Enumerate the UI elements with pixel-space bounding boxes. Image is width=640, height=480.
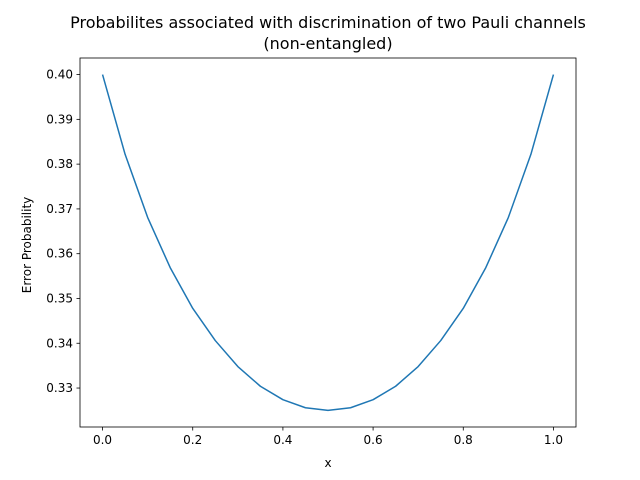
x-tick-label: 1.0	[544, 433, 563, 447]
chart-title: Probabilites associated with discriminat…	[70, 13, 586, 32]
y-tick-label: 0.34	[46, 336, 73, 350]
x-tick-label: 0.8	[454, 433, 473, 447]
x-tick-label: 0.2	[183, 433, 202, 447]
y-tick-label: 0.33	[46, 381, 73, 395]
y-tick-label: 0.40	[46, 68, 73, 82]
axes-frame	[79, 57, 577, 428]
y-axis-label: Error Probability	[20, 197, 34, 294]
x-tick-label: 0.6	[364, 433, 383, 447]
y-tick-label: 0.39	[46, 112, 73, 126]
plot-area: 0.0 0.2 0.4 0.6 0.8 1.0 0.33 0.34 0.35 0.36 0.37 0.…	[46, 57, 577, 447]
y-tick-label: 0.35	[46, 291, 73, 305]
series-line-0	[101, 74, 555, 412]
x-tick-label: 0.0	[93, 433, 112, 447]
y-tick-label: 0.38	[46, 157, 73, 171]
y-tick-label: 0.36	[46, 247, 73, 261]
x-axis-label: x	[324, 456, 331, 470]
y-tick-label: 0.37	[46, 202, 73, 216]
chart-subtitle: (non-entangled)	[263, 34, 392, 53]
x-tick-label: 0.4	[273, 433, 292, 447]
